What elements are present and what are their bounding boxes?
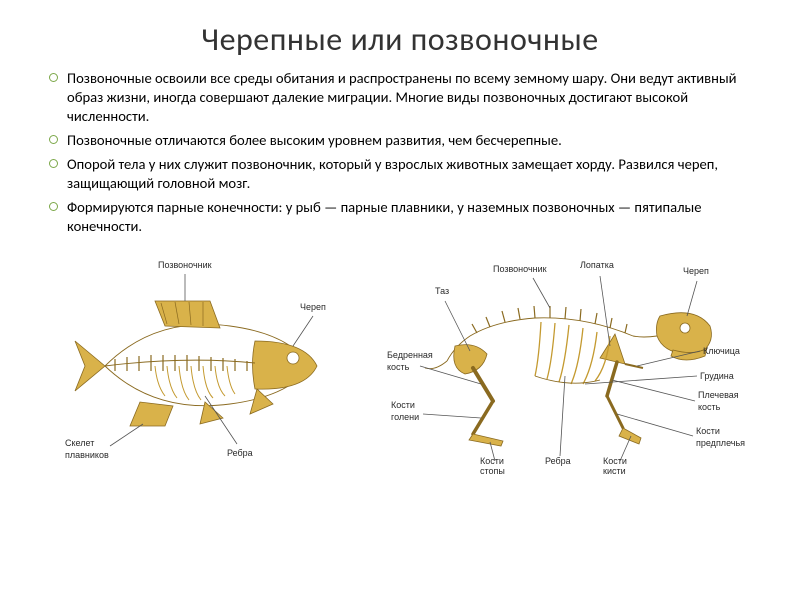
fish-anal-fin	[130, 402, 173, 426]
mammal-forearm	[607, 396, 623, 428]
slide-title: Черепные или позвоночные	[40, 20, 760, 59]
mammal-eye-socket	[680, 323, 690, 333]
mammal-label-sternum: Грудина	[700, 371, 734, 381]
mammal-label-forearm-l2: предплечья	[696, 438, 745, 448]
mammal-neck	[633, 336, 657, 337]
fish-label-fin-skeleton-l2: плавников	[65, 450, 109, 460]
mammal-scapula	[600, 334, 625, 364]
mammal-label-hand-l1: Кости	[603, 456, 627, 466]
mammal-label-pelvis: Таз	[435, 286, 449, 296]
mammal-label-scapula: Лопатка	[580, 260, 614, 270]
mammal-label-shin-l2: голени	[391, 412, 419, 422]
mammal-femur	[473, 368, 493, 401]
fish-pectoral-fin	[250, 389, 273, 414]
fish-label-fin-skeleton-l1: Скелет	[65, 438, 94, 448]
mammal-label-ribs: Ребра	[545, 456, 571, 466]
fish-skull-shape	[253, 341, 318, 389]
fish-label-ribs: Ребра	[227, 448, 253, 458]
mammal-label-femur-l2: кость	[387, 362, 410, 372]
fish-label-skull: Череп	[300, 302, 326, 312]
bullet-item: Формируются парные конечности: у рыб — п…	[45, 198, 755, 236]
mammal-clavicle	[625, 364, 643, 368]
mammal-skeleton-illustration: Лопатка Позвоночник Таз Череп Бедренная …	[385, 246, 745, 476]
mammal-hand	[619, 428, 641, 444]
mammal-vertebrae	[472, 306, 627, 333]
mammal-label-hand-l2: кисти	[603, 466, 626, 476]
mammal-pelvis	[454, 344, 487, 373]
mammal-label-humerus-l2: кость	[698, 402, 721, 412]
fish-tail-fin	[75, 341, 105, 391]
fish-eye	[287, 352, 299, 364]
mammal-label-skull: Череп	[683, 266, 709, 276]
fish-label-spine: Позвоночник	[158, 260, 212, 270]
mammal-foot	[469, 434, 503, 446]
mammal-label-humerus-l1: Плечевая	[698, 390, 739, 400]
mammal-label-forearm-l1: Кости	[696, 426, 720, 436]
diagram-row: Позвоночник Череп Ребра Скелет плавников	[40, 246, 760, 476]
fish-dorsal-fin	[155, 301, 220, 328]
mammal-tail	[425, 361, 447, 369]
mammal-label-foot-l2: стопы	[480, 466, 505, 476]
bullet-item: Позвоночные отличаются более высоким уро…	[45, 131, 755, 150]
fish-ribs	[155, 366, 235, 400]
slide-container: Черепные или позвоночные Позвоночные осв…	[0, 0, 800, 600]
bullet-list: Позвоночные освоили все среды обитания и…	[45, 69, 755, 236]
bullet-item: Позвоночные освоили все среды обитания и…	[45, 69, 755, 126]
fish-skeleton-illustration: Позвоночник Череп Ребра Скелет плавников	[55, 246, 355, 476]
mammal-sternum	[535, 376, 600, 383]
mammal-label-foot-l1: Кости	[480, 456, 504, 466]
mammal-label-clavicle: Ключица	[703, 346, 740, 356]
bullet-item: Опорой тела у них служит позвоночник, ко…	[45, 155, 755, 193]
mammal-ribcage	[535, 322, 610, 384]
mammal-label-spine: Позвоночник	[493, 264, 547, 274]
mammal-label-femur-l1: Бедренная	[387, 350, 433, 360]
mammal-label-shin-l1: Кости	[391, 400, 415, 410]
mammal-humerus	[607, 362, 617, 396]
